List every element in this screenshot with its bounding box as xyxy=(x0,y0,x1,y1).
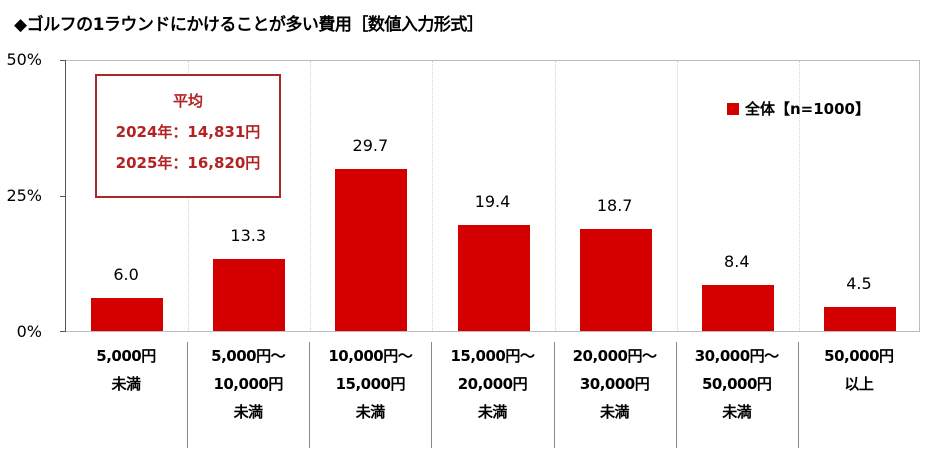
category-separator xyxy=(797,342,799,448)
legend: 全体【n=1000】 xyxy=(727,98,870,119)
value-label: 13.3 xyxy=(230,225,267,245)
y-tick-mark xyxy=(60,60,66,61)
legend-swatch-icon xyxy=(727,102,739,115)
category-separator xyxy=(309,342,311,448)
y-tick-mark xyxy=(60,331,66,332)
value-label: 29.7 xyxy=(352,136,389,156)
vertical-gridline xyxy=(310,61,312,331)
y-tick-0: 0% xyxy=(16,322,42,341)
x-category-label: 20,000円～ 30,000円 未満 xyxy=(572,347,657,421)
x-category-label: 5,000円 未満 xyxy=(96,347,156,393)
value-label: 4.5 xyxy=(846,273,872,293)
x-category-label: 30,000円～ 50,000円 未満 xyxy=(694,347,779,421)
value-label: 18.7 xyxy=(596,196,633,216)
y-tick-25: 25% xyxy=(6,186,42,205)
y-tick-mark xyxy=(60,196,66,197)
value-label: 6.0 xyxy=(113,265,139,285)
average-2025: 2025年：16,820円 xyxy=(115,154,261,172)
bar xyxy=(701,285,774,331)
category-separator xyxy=(553,342,555,448)
vertical-gridline xyxy=(554,61,556,331)
vertical-gridline xyxy=(432,61,434,331)
bar xyxy=(91,298,164,331)
average-2024: 2024年：14,831円 xyxy=(115,123,261,141)
category-separator xyxy=(431,342,433,448)
bar xyxy=(823,306,896,331)
y-tick-50: 50% xyxy=(6,50,42,69)
plot-area xyxy=(60,60,920,332)
x-category-label: 10,000円～ 15,000円 未満 xyxy=(328,347,413,421)
value-label: 19.4 xyxy=(474,192,511,212)
vertical-gridline xyxy=(798,61,800,331)
average-heading: 平均 xyxy=(172,92,203,110)
bar xyxy=(213,258,286,331)
category-separator xyxy=(675,342,677,448)
x-category-label: 5,000円～ 10,000円 未満 xyxy=(211,347,286,421)
chart-title: ◆ゴルフの1ラウンドにかけることが多い費用［数値入力形式］ xyxy=(14,15,484,35)
bar xyxy=(457,225,530,331)
x-category-label: 50,000円 以上 xyxy=(824,347,894,393)
average-annotation-box: 平均 2024年：14,831円 2025年：16,820円 xyxy=(95,74,281,198)
x-category-label: 15,000円～ 20,000円 未満 xyxy=(450,347,535,421)
category-separator xyxy=(187,342,189,448)
value-label: 8.4 xyxy=(724,252,750,272)
bar xyxy=(335,169,408,331)
bar xyxy=(579,229,652,331)
legend-label: 全体【n=1000】 xyxy=(745,100,870,118)
vertical-gridline xyxy=(676,61,678,331)
